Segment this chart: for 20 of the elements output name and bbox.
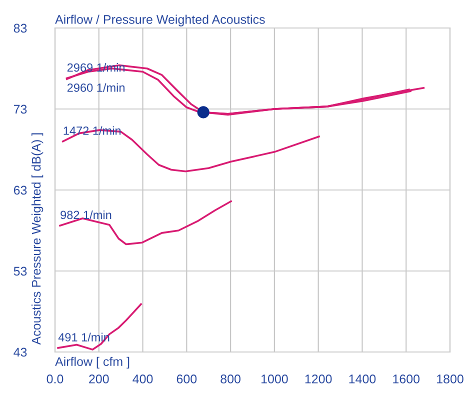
y-tick-label: 63	[14, 186, 27, 195]
x-tick-label: 1800	[437, 374, 464, 384]
x-tick-label: 200	[89, 374, 109, 384]
x-tick-label: 800	[220, 374, 240, 384]
y-tick-label: 83	[14, 24, 27, 33]
chart-title: Airflow / Pressure Weighted Acoustics	[55, 14, 265, 26]
series-label: 2960 1/min	[67, 83, 124, 92]
x-tick-label: 1000	[261, 374, 288, 384]
x-tick-label: 400	[132, 374, 153, 384]
y-axis-title: Acoustics Pressure Weighted [ dB(A) ]	[32, 133, 44, 345]
x-tick-label: 1600	[393, 374, 420, 384]
x-tick-label: 0.0	[46, 374, 64, 384]
y-tick-label: 43	[14, 348, 27, 357]
series-label: 982 1/min	[60, 210, 112, 220]
x-tick-label: 600	[176, 374, 197, 384]
x-axis-title: Airflow [ cfm ]	[55, 356, 130, 369]
y-tick-label: 73	[14, 104, 27, 114]
y-tick-label: 53	[14, 266, 27, 276]
x-tick-label: 1200	[305, 374, 332, 384]
x-tick-label: 1400	[349, 374, 376, 384]
